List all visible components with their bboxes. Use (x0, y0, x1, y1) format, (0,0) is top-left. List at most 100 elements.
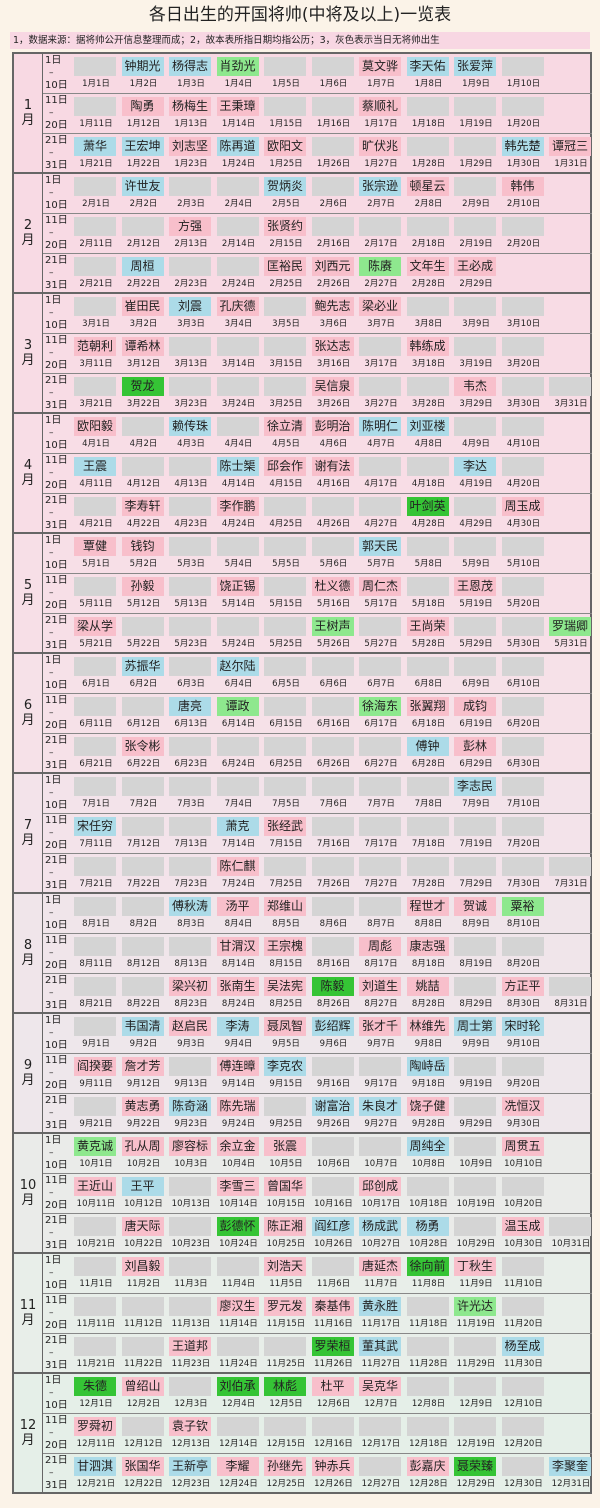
date-label: 12月8日 (411, 1399, 446, 1409)
date-label: 8月30日 (506, 999, 541, 1009)
date-label: 1月23日 (174, 159, 208, 169)
day-cell: 李寿轩 4月22日 (121, 494, 169, 533)
empty-day-slot (121, 617, 164, 636)
date-label: 1月20日 (506, 119, 541, 129)
day-cell: 4月23日 (168, 494, 216, 533)
range-start: 21日 (45, 735, 68, 746)
day-cell: 12月8日 (406, 1374, 454, 1413)
day-cell: 2月17日 (358, 214, 406, 253)
date-label: 8月16日 (316, 959, 351, 969)
date-label: 8月7日 (367, 919, 395, 929)
day-cell: 1月5日 (263, 54, 311, 93)
day-cell: 6月1日 (73, 654, 121, 693)
range-start: 1日 (45, 55, 62, 66)
empty-day-slot (216, 417, 259, 436)
date-label: 2月10日 (506, 199, 541, 209)
date-label: 11月26日 (314, 1359, 353, 1369)
day-range-label: 11日 – 20日 (43, 215, 71, 252)
range-start: 11日 (45, 695, 68, 706)
day-cell: 12月9日 (453, 1374, 501, 1413)
empty-day-slot (311, 737, 354, 756)
month-label: 11 月 (14, 1254, 43, 1372)
range-separator: – (49, 349, 54, 358)
day-cell: 8月1日 (73, 894, 121, 933)
range-separator: – (49, 869, 54, 878)
date-label: 7月21日 (79, 879, 113, 889)
day-range-row: 1日 – 10日 11月1日 刘昌毅 11月2日 11月3日 11月4日 刘浩天 11月5日 11月… (43, 1254, 592, 1294)
range-separator: – (49, 1269, 54, 1278)
empty-day-slot (169, 497, 211, 516)
general-name: 朱德 (74, 1377, 116, 1396)
date-label: 8月10日 (506, 919, 541, 929)
date-label: 11月21日 (76, 1359, 116, 1369)
empty-day-slot (359, 1457, 401, 1476)
day-cell: 叶剑英 4月28日 (406, 494, 454, 533)
date-label: 11月5日 (269, 1279, 303, 1289)
date-label: 3月13日 (174, 359, 208, 369)
range-separator: – (49, 949, 54, 958)
day-cell: 12月12日 (121, 1414, 169, 1453)
general-name: 成钧 (454, 697, 496, 716)
date-label: 1月4日 (224, 79, 253, 89)
date-label: 6月30日 (506, 759, 541, 769)
general-name: 罗荣桓 (311, 1337, 354, 1356)
general-name: 宋时轮 (501, 1017, 544, 1036)
day-cell: 周彪 8月17日 (358, 934, 406, 973)
day-cell: 曾国华 10月15日 (263, 1174, 311, 1213)
day-range-label: 21日 – 31日 (43, 255, 71, 292)
day-cell: 吴信泉 3月26日 (311, 374, 359, 413)
empty-day-slot (169, 1177, 211, 1196)
empty-day-slot (121, 417, 164, 436)
day-cell: 陈仁麒 7月24日 (216, 854, 264, 893)
date-label: 12月23日 (171, 1479, 211, 1489)
date-label: 5月5日 (272, 559, 300, 569)
date-label: 12月3日 (174, 1399, 208, 1409)
day-range-label: 11日 – 20日 (43, 575, 71, 612)
day-cell: 欧阳毅 4月1日 (73, 414, 121, 453)
date-label: 12月30日 (504, 1479, 543, 1489)
general-name: 聂荣臻 (454, 1457, 496, 1476)
general-name: 唐天际 (121, 1217, 164, 1236)
date-label: 5月21日 (79, 639, 113, 649)
range-separator: – (49, 1429, 54, 1438)
day-range-label: 11日 – 20日 (43, 95, 71, 132)
date-label: 6月28日 (411, 759, 446, 769)
date-label: 4月1日 (82, 439, 110, 449)
date-label: 8月5日 (272, 919, 300, 929)
day-cell: 聂荣臻 12月29日 (453, 1454, 501, 1493)
day-cell: 彭明治 4月6日 (311, 414, 359, 453)
day-cell: 杨至成 11月30日 (501, 1334, 549, 1373)
date-label: 9月8日 (414, 1039, 443, 1049)
date-label: 12月18日 (409, 1439, 448, 1449)
general-name: 方强 (169, 217, 211, 236)
range-end: 10日 (45, 920, 68, 931)
date-label: 2月17日 (364, 239, 398, 249)
date-label: 7月17日 (364, 839, 398, 849)
day-cell: 李天佑 1月8日 (406, 54, 454, 93)
general-name: 李寿轩 (121, 497, 164, 516)
empty-day-slot (264, 777, 306, 796)
general-name: 范朝利 (74, 337, 116, 356)
date-label: 9月26日 (316, 1119, 351, 1129)
date-label: 7月5日 (272, 799, 300, 809)
date-label: 7月13日 (174, 839, 208, 849)
day-cell: 张贤约 2月15日 (263, 214, 311, 253)
range-start: 1日 (45, 1015, 62, 1026)
general-name: 丁秋生 (454, 1257, 496, 1276)
general-name: 杨勇 (406, 1217, 449, 1236)
general-name: 彭林 (454, 737, 496, 756)
day-cell: 3月9日 (453, 294, 501, 333)
day-cell: 10月19日 (453, 1174, 501, 1213)
empty-day-slot (121, 1337, 164, 1356)
day-cell: 1月20日 (501, 94, 549, 133)
day-cell: 张宗逊 2月7日 (358, 174, 406, 213)
date-label: 4月14日 (221, 479, 256, 489)
day-range-row: 1日 – 10日 3月1日 崔田民 3月2日 刘震 3月3日 孔庆德 3月4日 3月5日 鲍先志 3月6… (43, 294, 592, 334)
date-label: 7月16日 (316, 839, 351, 849)
day-cell: 2月24日 (216, 254, 264, 293)
date-label: 11月18日 (409, 1319, 448, 1329)
day-cell: 刘伯承 12月4日 (216, 1374, 264, 1413)
date-label: 7月3日 (177, 799, 205, 809)
date-label: 9月2日 (129, 1039, 158, 1049)
date-label: 7月14日 (221, 839, 256, 849)
